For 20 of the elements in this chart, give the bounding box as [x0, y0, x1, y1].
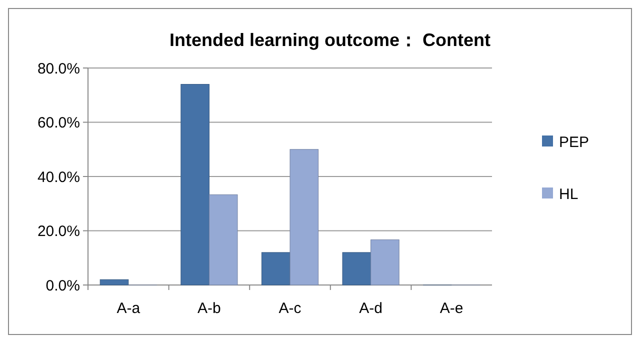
y-tick-label: 0.0% — [46, 277, 80, 294]
legend-label: PEP — [559, 134, 590, 151]
x-tick-label: A-a — [116, 300, 141, 317]
x-tick-label: A-e — [440, 300, 464, 317]
x-tick-label: A-c — [278, 300, 302, 317]
bar — [290, 149, 319, 286]
x-tick-label: A-b — [198, 300, 221, 317]
bar — [208, 194, 238, 286]
bar — [370, 239, 400, 286]
bar — [342, 252, 372, 286]
y-tick-label: 80.0% — [37, 60, 80, 78]
bar — [180, 84, 210, 286]
x-tick-label: A-d — [359, 300, 382, 317]
chart-title: Intended learning outcome： Content — [169, 30, 491, 50]
bar — [261, 252, 290, 286]
y-tick-label: 20.0% — [37, 223, 80, 240]
y-tick-label: 40.0% — [37, 168, 80, 186]
y-tick-label: 60.0% — [37, 114, 80, 132]
legend-label: HL — [559, 186, 578, 203]
bar — [100, 279, 129, 286]
